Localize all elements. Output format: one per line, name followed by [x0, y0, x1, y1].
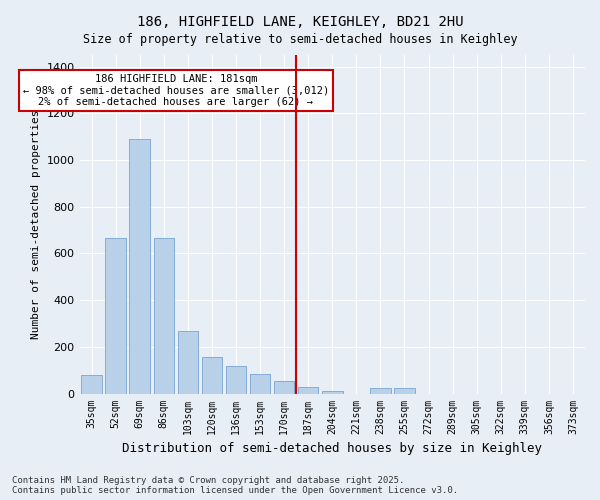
Bar [178, 330, 198, 394]
Text: Contains HM Land Registry data © Crown copyright and database right 2025.
Contai: Contains HM Land Registry data © Crown c… [12, 476, 458, 495]
Text: Size of property relative to semi-detached houses in Keighley: Size of property relative to semi-detach… [83, 32, 517, 46]
Text: 186 HIGHFIELD LANE: 181sqm
← 98% of semi-detached houses are smaller (3,012)
2% : 186 HIGHFIELD LANE: 181sqm ← 98% of semi… [23, 74, 329, 107]
Bar [154, 238, 174, 394]
Bar [394, 388, 415, 394]
Bar [298, 386, 319, 394]
Bar [322, 391, 343, 394]
Bar [370, 388, 391, 394]
Bar [130, 139, 150, 394]
Bar [250, 374, 270, 394]
Bar [202, 358, 222, 394]
Bar [82, 375, 102, 394]
Bar [226, 366, 246, 394]
Bar [274, 380, 295, 394]
Bar [106, 238, 126, 394]
Y-axis label: Number of semi-detached properties: Number of semi-detached properties [31, 110, 41, 339]
X-axis label: Distribution of semi-detached houses by size in Keighley: Distribution of semi-detached houses by … [122, 442, 542, 455]
Text: 186, HIGHFIELD LANE, KEIGHLEY, BD21 2HU: 186, HIGHFIELD LANE, KEIGHLEY, BD21 2HU [137, 15, 463, 29]
